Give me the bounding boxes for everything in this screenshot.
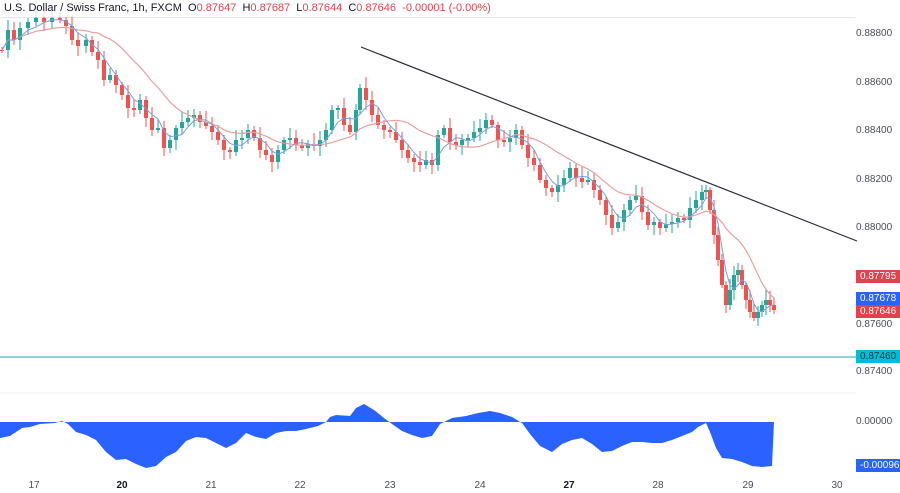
candlestick-series — [0, 7, 776, 326]
price-tick: 0.87600 — [856, 319, 893, 330]
time-tick: 29 — [742, 480, 754, 491]
header-divider — [0, 17, 855, 18]
time-tick: 30 — [831, 480, 843, 491]
time-tick: 24 — [474, 480, 486, 491]
low-label: L — [296, 2, 303, 14]
ma-fast-price-tag: 0.87678 — [856, 292, 900, 305]
high-value: 0.87687 — [250, 2, 291, 14]
ma-slow-price-tag: 0.87795 — [856, 270, 900, 283]
time-tick: 17 — [28, 480, 40, 491]
indicator-value-tag: -0.00096 — [856, 459, 900, 472]
indicator-area — [0, 404, 774, 468]
low-value: 0.87644 — [302, 2, 343, 14]
time-tick: 27 — [563, 480, 575, 491]
ma-fast-line — [1, 18, 775, 313]
time-tick: 22 — [294, 480, 306, 491]
price-tick: 0.88200 — [856, 174, 893, 185]
ma-slow-line — [1, 26, 775, 299]
change-value: -0.00001 (-0.00%) — [402, 2, 491, 14]
close-label: C — [348, 2, 357, 14]
price-tick: 0.88800 — [856, 28, 893, 39]
support-price-tag: 0.87460 — [856, 350, 900, 363]
price-tick: 0.88000 — [856, 222, 893, 233]
open-label: O — [188, 2, 197, 14]
price-tick: 0.87400 — [856, 366, 893, 377]
time-tick: 28 — [652, 480, 664, 491]
high-label: H — [242, 2, 251, 14]
last-price-tag: 0.87646 — [856, 305, 900, 318]
time-tick: 23 — [384, 480, 396, 491]
chart-legend-header: U.S. Dollar / Swiss Franc, 1h, FXCM O0.8… — [4, 0, 495, 17]
descending-trendline[interactable] — [360, 46, 858, 242]
indicator-zero-tick: 0.00000 — [856, 416, 893, 427]
price-tick: 0.88600 — [856, 77, 893, 88]
time-tick: 21 — [205, 480, 217, 491]
symbol-title: U.S. Dollar / Swiss Franc, 1h, FXCM — [4, 2, 182, 14]
close-value: 0.87646 — [356, 2, 397, 14]
time-tick: 20 — [116, 480, 128, 491]
open-value: 0.87647 — [196, 2, 237, 14]
price-tick: 0.88400 — [856, 125, 893, 136]
